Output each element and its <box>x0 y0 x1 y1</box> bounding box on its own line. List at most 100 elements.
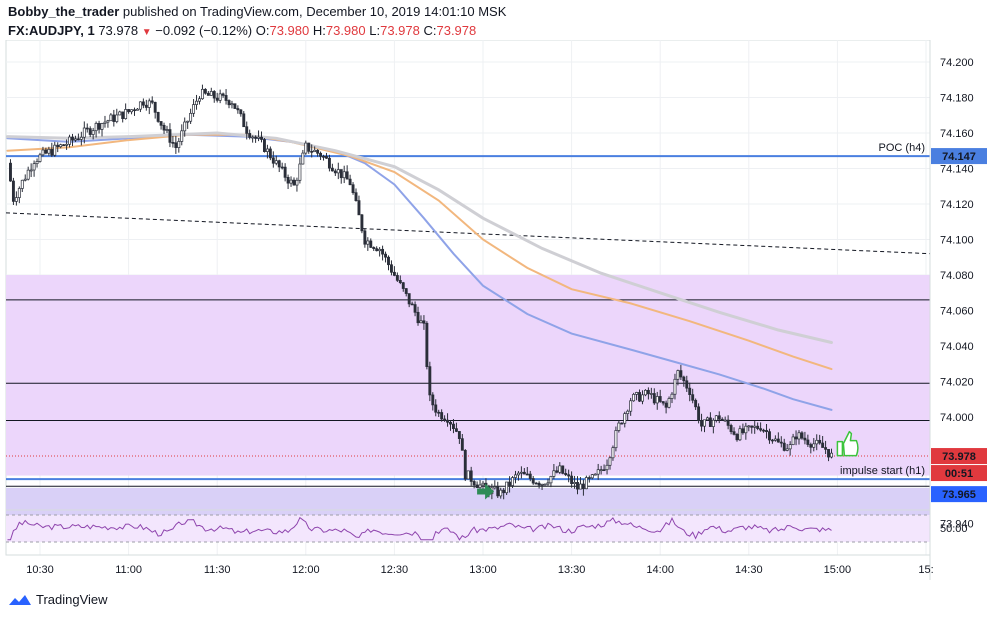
candle-body <box>605 464 609 471</box>
candle-body <box>209 91 213 96</box>
rsi-level-label: 50.00 <box>940 523 968 535</box>
candle-body <box>263 139 266 152</box>
candle-body <box>316 149 320 154</box>
candle-body <box>587 477 591 479</box>
candle-body <box>641 394 644 402</box>
candle-body <box>449 421 452 425</box>
candle-body <box>673 378 677 395</box>
candle-body <box>245 126 249 134</box>
candle-body <box>17 188 21 198</box>
candle-body <box>360 214 364 232</box>
time-tick-label: 12:00 <box>292 564 320 576</box>
impulse-annotation: impulse start (h1) <box>840 465 925 477</box>
candle-body <box>103 121 107 124</box>
candle-body <box>189 112 193 122</box>
candle-body <box>47 148 51 154</box>
last-price-tag <box>931 448 987 465</box>
time-tick-label: 14:00 <box>646 564 674 576</box>
candle-body <box>203 88 207 94</box>
candle-body <box>369 240 373 248</box>
tradingview-logo[interactable]: TradingView <box>8 592 108 607</box>
candle-body <box>242 113 246 128</box>
price-tick-label: 73.940 <box>940 519 974 531</box>
candle-body <box>694 399 698 408</box>
author-name[interactable]: Bobby_the_trader <box>8 4 120 19</box>
price-tick-label: 74.120 <box>940 199 974 211</box>
candle-body <box>685 380 689 389</box>
price-chart[interactable]: 74.200 74.180 74.160 74.140 74.120 74.100 74.0… <box>0 40 988 585</box>
high-value: 73.980 <box>325 23 366 38</box>
candle-body <box>171 142 175 144</box>
candle-body <box>691 394 695 401</box>
candle-body <box>38 154 42 162</box>
candle-body <box>537 482 541 486</box>
candle-body <box>576 482 579 490</box>
candle-body <box>434 404 438 413</box>
time-tick-label: 15:00 <box>824 564 852 576</box>
candle-body <box>410 303 414 306</box>
countdown-tag <box>931 465 987 482</box>
candle-body <box>68 136 71 145</box>
time-tick-label: 13:00 <box>469 564 497 576</box>
candle-body <box>413 304 417 313</box>
publish-info: Bobby_the_trader published on TradingVie… <box>8 4 506 19</box>
candle-body <box>422 320 426 324</box>
candle-body <box>770 439 774 442</box>
candle-body <box>109 114 113 122</box>
candle-body <box>602 469 606 472</box>
candle-body <box>499 489 503 497</box>
candle-body <box>463 449 467 480</box>
candle-body <box>818 439 822 444</box>
candle-body <box>85 127 89 130</box>
price-tick-label: 74.100 <box>940 235 974 247</box>
candle-body <box>717 415 721 420</box>
candle-body <box>174 142 178 148</box>
price-tick-label: 74.200 <box>940 57 974 69</box>
candle-body <box>330 167 334 172</box>
candle-body <box>115 114 119 122</box>
candle-body <box>502 489 506 494</box>
candle-body <box>646 389 650 395</box>
candle-body <box>540 484 544 486</box>
candle-body <box>366 240 370 245</box>
candle-body <box>496 486 500 497</box>
candle-body <box>136 108 139 111</box>
candle-body <box>428 366 432 396</box>
candle-body <box>779 441 783 444</box>
candle-body <box>11 180 15 202</box>
candle-body <box>443 418 447 421</box>
candle-body <box>363 230 367 245</box>
candle-body <box>744 425 748 434</box>
candle-body <box>88 128 92 135</box>
candle-body <box>573 482 577 484</box>
candle-body <box>608 457 612 466</box>
symbol-label[interactable]: FX:AUDJPY, 1 <box>8 23 95 38</box>
candle-body <box>310 150 314 153</box>
candle-body <box>186 120 190 123</box>
candle-body <box>389 264 393 273</box>
supply-zone <box>6 275 930 476</box>
rsi-line <box>7 516 832 541</box>
candle-body <box>384 253 387 258</box>
candle-body <box>62 144 66 147</box>
candle-body <box>165 129 169 131</box>
candle-body <box>177 141 181 148</box>
candle-body <box>26 169 30 180</box>
candle-body <box>372 247 376 249</box>
candle-body <box>206 92 210 96</box>
candle-body <box>71 136 74 141</box>
close-value: 73.978 <box>436 23 477 38</box>
down-triangle-icon: ▼ <box>141 27 152 38</box>
candle-body <box>552 470 556 477</box>
candle-body <box>387 256 390 266</box>
candle-body <box>301 152 305 165</box>
candle-body <box>14 197 18 202</box>
candle-body <box>419 320 423 324</box>
candle-body <box>446 419 450 423</box>
candle-body <box>511 477 514 486</box>
candle-body <box>313 149 317 153</box>
candle-body <box>700 420 703 427</box>
candle-body <box>319 152 323 157</box>
candle-body <box>508 481 512 486</box>
candle-body <box>336 169 340 174</box>
